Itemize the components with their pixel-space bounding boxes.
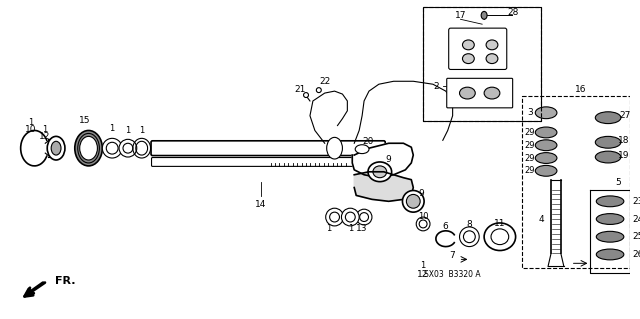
Ellipse shape bbox=[303, 93, 308, 98]
FancyBboxPatch shape bbox=[151, 141, 385, 156]
Ellipse shape bbox=[491, 229, 509, 245]
Text: 7: 7 bbox=[449, 251, 454, 260]
Text: 9: 9 bbox=[419, 189, 424, 198]
Text: 8: 8 bbox=[467, 220, 472, 229]
Ellipse shape bbox=[346, 212, 355, 222]
Text: 1: 1 bbox=[348, 224, 353, 234]
Text: 26: 26 bbox=[632, 250, 640, 259]
Ellipse shape bbox=[80, 137, 97, 160]
Ellipse shape bbox=[419, 220, 427, 228]
Text: 25: 25 bbox=[632, 232, 640, 241]
Ellipse shape bbox=[403, 190, 424, 212]
Text: 12: 12 bbox=[417, 270, 429, 278]
Text: 18: 18 bbox=[618, 136, 630, 145]
Ellipse shape bbox=[463, 40, 474, 50]
Ellipse shape bbox=[481, 11, 487, 19]
Ellipse shape bbox=[535, 107, 557, 119]
Text: 17: 17 bbox=[455, 11, 467, 20]
Polygon shape bbox=[352, 143, 413, 178]
Text: 23: 23 bbox=[632, 197, 640, 206]
Text: 11: 11 bbox=[494, 219, 506, 228]
Text: 1: 1 bbox=[326, 224, 332, 234]
Ellipse shape bbox=[326, 137, 342, 159]
Ellipse shape bbox=[486, 54, 498, 63]
Text: 15: 15 bbox=[79, 116, 90, 125]
Ellipse shape bbox=[535, 152, 557, 163]
Ellipse shape bbox=[484, 87, 500, 99]
Ellipse shape bbox=[535, 127, 557, 138]
Text: 1: 1 bbox=[42, 125, 47, 134]
Text: 5: 5 bbox=[615, 178, 621, 187]
Text: 21: 21 bbox=[294, 85, 306, 94]
Text: SX03  B3320 A: SX03 B3320 A bbox=[424, 270, 481, 278]
Ellipse shape bbox=[596, 214, 624, 225]
Ellipse shape bbox=[535, 166, 557, 176]
Text: 29: 29 bbox=[524, 128, 534, 137]
Text: 1: 1 bbox=[28, 118, 33, 127]
Ellipse shape bbox=[416, 217, 430, 231]
Text: 1: 1 bbox=[420, 261, 426, 270]
Text: 28: 28 bbox=[507, 8, 518, 17]
Text: 1: 1 bbox=[125, 126, 131, 135]
Ellipse shape bbox=[106, 142, 118, 154]
Ellipse shape bbox=[342, 208, 359, 226]
Ellipse shape bbox=[595, 112, 621, 123]
Ellipse shape bbox=[119, 139, 137, 157]
Text: 6: 6 bbox=[442, 222, 447, 231]
FancyBboxPatch shape bbox=[449, 28, 507, 70]
Ellipse shape bbox=[102, 138, 122, 158]
Ellipse shape bbox=[463, 231, 476, 243]
Ellipse shape bbox=[123, 143, 133, 153]
Ellipse shape bbox=[330, 212, 339, 222]
Text: 24: 24 bbox=[632, 215, 640, 224]
Ellipse shape bbox=[596, 196, 624, 207]
Ellipse shape bbox=[486, 40, 498, 50]
Ellipse shape bbox=[595, 151, 621, 163]
Text: 10: 10 bbox=[25, 125, 36, 134]
Ellipse shape bbox=[596, 231, 624, 242]
Text: 4: 4 bbox=[538, 215, 544, 224]
Ellipse shape bbox=[360, 213, 369, 221]
Text: 9: 9 bbox=[386, 155, 392, 165]
Ellipse shape bbox=[596, 249, 624, 260]
Ellipse shape bbox=[316, 88, 321, 93]
Text: 19: 19 bbox=[618, 151, 630, 160]
Ellipse shape bbox=[460, 227, 479, 247]
Ellipse shape bbox=[326, 208, 344, 226]
Text: FR.: FR. bbox=[55, 276, 76, 286]
Polygon shape bbox=[354, 172, 413, 201]
Ellipse shape bbox=[75, 130, 102, 166]
Text: 22: 22 bbox=[319, 77, 330, 86]
Ellipse shape bbox=[356, 209, 372, 225]
Text: 29: 29 bbox=[524, 141, 534, 150]
Ellipse shape bbox=[355, 145, 369, 153]
Ellipse shape bbox=[595, 137, 621, 148]
Ellipse shape bbox=[51, 141, 61, 155]
Ellipse shape bbox=[460, 87, 476, 99]
Ellipse shape bbox=[368, 162, 392, 182]
Ellipse shape bbox=[47, 137, 65, 160]
Text: 20: 20 bbox=[362, 137, 374, 146]
Ellipse shape bbox=[373, 166, 387, 178]
Ellipse shape bbox=[463, 54, 474, 63]
FancyBboxPatch shape bbox=[152, 158, 385, 167]
Text: 29: 29 bbox=[524, 166, 534, 175]
Text: 10: 10 bbox=[418, 211, 428, 220]
Text: 3: 3 bbox=[527, 108, 533, 117]
Text: 2: 2 bbox=[433, 82, 438, 91]
Text: 29: 29 bbox=[524, 153, 534, 162]
Text: 27: 27 bbox=[619, 111, 630, 120]
Ellipse shape bbox=[535, 140, 557, 151]
Text: 16: 16 bbox=[575, 85, 586, 94]
FancyBboxPatch shape bbox=[447, 78, 513, 108]
Ellipse shape bbox=[484, 223, 516, 250]
Text: 13: 13 bbox=[356, 224, 368, 234]
Text: 14: 14 bbox=[255, 200, 266, 209]
Text: 1: 1 bbox=[139, 126, 144, 135]
FancyBboxPatch shape bbox=[423, 7, 541, 121]
Text: 12: 12 bbox=[38, 132, 50, 141]
Ellipse shape bbox=[406, 195, 420, 208]
Text: 1: 1 bbox=[109, 124, 115, 133]
